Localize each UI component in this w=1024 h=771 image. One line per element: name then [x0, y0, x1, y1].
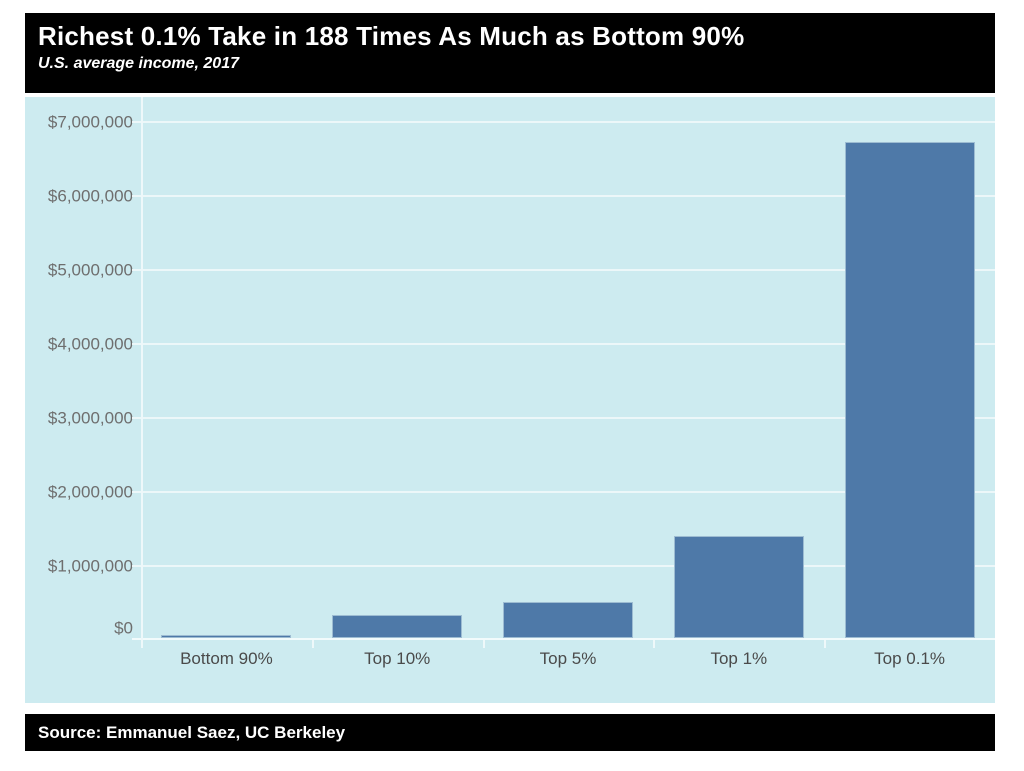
chart-subtitle: U.S. average income, 2017: [38, 54, 239, 72]
chart-area: $0 $1,000,000 $2,000,000 $3,000,000 $4,000,0…: [25, 97, 995, 703]
y-axis-tick-label: $1,000,000: [47, 556, 133, 576]
bar-bottom-90-: [161, 635, 292, 638]
y-axis-tick-label: $7,000,000: [47, 112, 133, 132]
x-axis-category-label: Bottom 90%: [180, 649, 273, 668]
y-axis-labels: $0 $1,000,000 $2,000,000 $3,000,000 $4,000,0…: [25, 97, 133, 640]
bar-top-10-: [332, 615, 463, 638]
bar-top-5-: [503, 602, 633, 638]
plot-area: [132, 97, 995, 648]
x-axis-baseline: [132, 638, 995, 640]
y-axis-tick-label: $6,000,000: [47, 186, 133, 206]
bar-top-1-: [673, 536, 804, 638]
gridline: [132, 121, 995, 123]
gridline: [132, 565, 995, 567]
x-axis-category-label: Top 5%: [539, 649, 597, 668]
x-axis-tick: [482, 640, 485, 648]
y-axis-tick-label: $2,000,000: [47, 482, 133, 502]
y-axis-tick-label: $4,000,000: [47, 334, 133, 354]
x-axis-category-label: Top 10%: [364, 649, 431, 668]
x-axis-tick: [824, 640, 827, 648]
gridline: [132, 269, 995, 271]
gridline: [132, 417, 995, 419]
chart-title: Richest 0.1% Take in 188 Times As Much a…: [38, 21, 745, 51]
source-text: Source: Emmanuel Saez, UC Berkeley: [38, 723, 346, 742]
x-axis-tick: [311, 640, 314, 648]
x-axis-category-label: Top 0.1%: [874, 649, 946, 668]
x-axis-category-label: Top 1%: [710, 649, 768, 668]
bar-top-0-1-: [844, 142, 975, 638]
y-axis-tick-label: $3,000,000: [47, 408, 133, 428]
source-banner: Source: Emmanuel Saez, UC Berkeley: [25, 714, 995, 751]
gridline: [132, 491, 995, 493]
x-axis-tick: [653, 640, 656, 648]
y-axis-tick-label: $0: [114, 618, 133, 638]
gridline: [132, 343, 995, 345]
x-axis-labels: Bottom 90% Top 10% Top 5% Top 1% Top 0.1%: [141, 640, 995, 703]
y-axis-tick-label: $5,000,000: [47, 260, 133, 280]
header-banner: Richest 0.1% Take in 188 Times As Much a…: [25, 13, 995, 93]
y-axis-line: [141, 97, 143, 648]
gridline: [132, 195, 995, 197]
